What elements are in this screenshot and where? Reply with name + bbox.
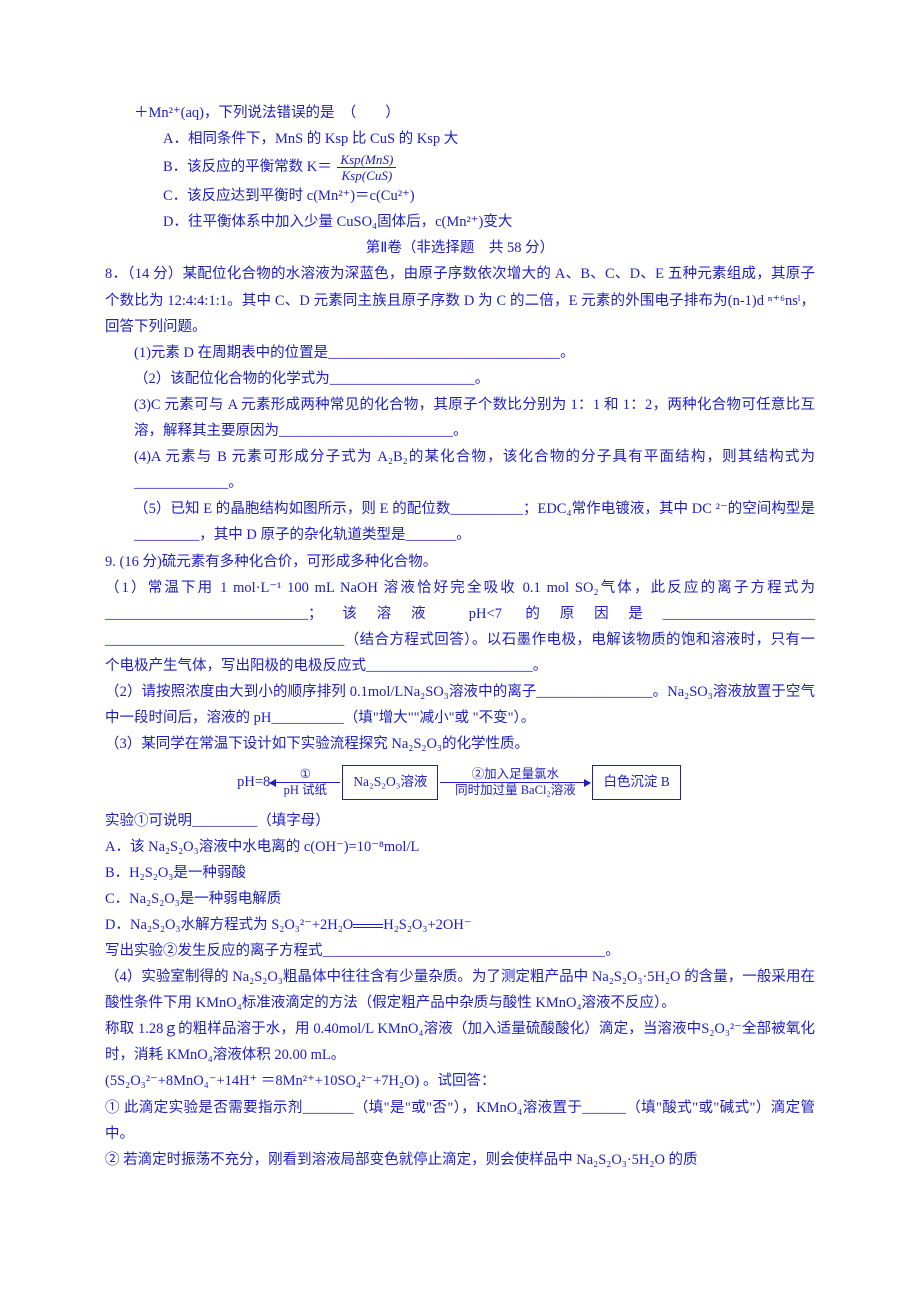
q8-1: (1)元素 D 在周期表中的位置是_______________________… [105, 340, 815, 366]
arrow-line-left-icon [270, 782, 340, 783]
q9-4-1: ① 此滴定实验是否需要指示剂_______（填"是"或"否"），KMnO₄溶液置… [105, 1095, 815, 1147]
q9-2: （2）请按照浓度由大到小的顺序排列 0.1mol/LNa₂SO₃溶液中的离子__… [105, 679, 815, 731]
arrow1-top: ① [300, 767, 311, 782]
q9-3-c: C．Na₂S₂O₃是一种弱电解质 [105, 886, 815, 912]
frac-den: Ksp(CuS) [337, 168, 396, 183]
q9-3-a: A．该 Na₂S₂O₃溶液中水电离的 c(OH⁻)=10⁻⁸mol/L [105, 834, 815, 860]
q9-1: （1）常温下用 1 mol·L⁻¹ 100 mL NaOH 溶液恰好完全吸收 0… [105, 575, 815, 679]
frac-num: Ksp(MnS) [337, 152, 396, 168]
option-a: A．相同条件下，MnS 的 Ksp 比 CuS 的 Ksp 大 [105, 126, 815, 152]
q9-3-line: 实验①可说明_________（填字母） [105, 808, 815, 834]
q9-4-2: ② 若滴定时振荡不充分，刚看到溶液局部变色就停止滴定，则会使样品中 Na₂S₂O… [105, 1147, 815, 1173]
flow-box-2: 白色沉淀 B [592, 765, 680, 799]
option-d: D．往平衡体系中加入少量 CuSO₄固体后，c(Mn²⁺)变大 [105, 209, 815, 235]
q8-5: （5）已知 E 的晶胞结构如图所示，则 E 的配位数__________；EDC… [105, 496, 815, 548]
q9-header: 9. (16 分)硫元素有多种化合价，可形成多种化合物。 [105, 549, 815, 575]
section-2-header: 第Ⅱ卷（非选择题 共 58 分） [105, 235, 815, 261]
arrow-line-right-icon [440, 782, 590, 783]
q9-4: （4）实验室制得的 Na₂S₂O₃粗晶体中往往含有少量杂质。为了测定粗产品中 N… [105, 964, 815, 1016]
option-b-prefix: B．该反应的平衡常数 K＝ [163, 159, 332, 175]
q8-2: （2）该配位化合物的化学式为____________________。 [105, 366, 815, 392]
arrow2-bot: 同时加过量 BaCl₂溶液 [455, 783, 576, 798]
fraction-ksp: Ksp(MnS) Ksp(CuS) [337, 152, 396, 183]
equilibrium-arrow-icon [353, 921, 383, 931]
q9-3-b: B．H₂S₂O₃是一种弱酸 [105, 860, 815, 886]
q9-3-d-pre: D．Na₂S₂O₃水解方程式为 S₂O₃²⁻+2H₂O [105, 917, 353, 933]
flow-arrow-2: ②加入足量氯水 同时加过量 BaCl₂溶液 [440, 767, 590, 798]
arrow2-top: ②加入足量氯水 [472, 767, 560, 782]
q9-3-d: D．Na₂S₂O₃水解方程式为 S₂O₃²⁻+2H₂O H₂S₂O₃+2OH⁻ [105, 912, 815, 938]
option-c: C．该反应达到平衡时 c(Mn²⁺)＝c(Cu²⁺) [105, 183, 815, 209]
option-b: B．该反应的平衡常数 K＝ Ksp(MnS) Ksp(CuS) [105, 152, 815, 183]
arrow1-bot: pH 试纸 [284, 783, 327, 798]
q8-prompt: 8．（14 分）某配位化合物的水溶液为深蓝色，由原子序数依次增大的 A、B、C、… [105, 261, 815, 339]
q8-4: (4)A 元素与 B 元素可形成分子式为 A₂B₂的某化合物，该化合物的分子具有… [105, 444, 815, 496]
q9-3-d-post: H₂S₂O₃+2OH⁻ [383, 917, 471, 933]
q9-3-write: 写出实验②发生反应的离子方程式_________________________… [105, 938, 815, 964]
experiment-flowchart: pH=8 ① pH 试纸 Na₂S₂O₃溶液 ②加入足量氯水 同时加过量 BaC… [105, 757, 815, 807]
flow-arrow-1: ① pH 试纸 [270, 767, 340, 798]
q8-3: (3)C 元素可与 A 元素形成两种常见的化合物，其原子个数比分别为 1：1 和… [105, 392, 815, 444]
flow-ph: pH=8 [237, 769, 270, 795]
line-aqueous: ＋Mn²⁺(aq)，下列说法错误的是 （ ） [105, 100, 815, 126]
q9-3: （3）某同学在常温下设计如下实验流程探究 Na₂S₂O₃的化学性质。 [105, 731, 815, 757]
q9-4b: 称取 1.28ｇ的粗样品溶于水，用 0.40mol/L KMnO₄溶液（加入适量… [105, 1016, 815, 1068]
q9-4c: (5S₂O₃²⁻+8MnO₄⁻+14H⁺ ＝8Mn²⁺+10SO₄²⁻+7H₂O… [105, 1068, 815, 1094]
flow-box-1: Na₂S₂O₃溶液 [342, 765, 438, 799]
